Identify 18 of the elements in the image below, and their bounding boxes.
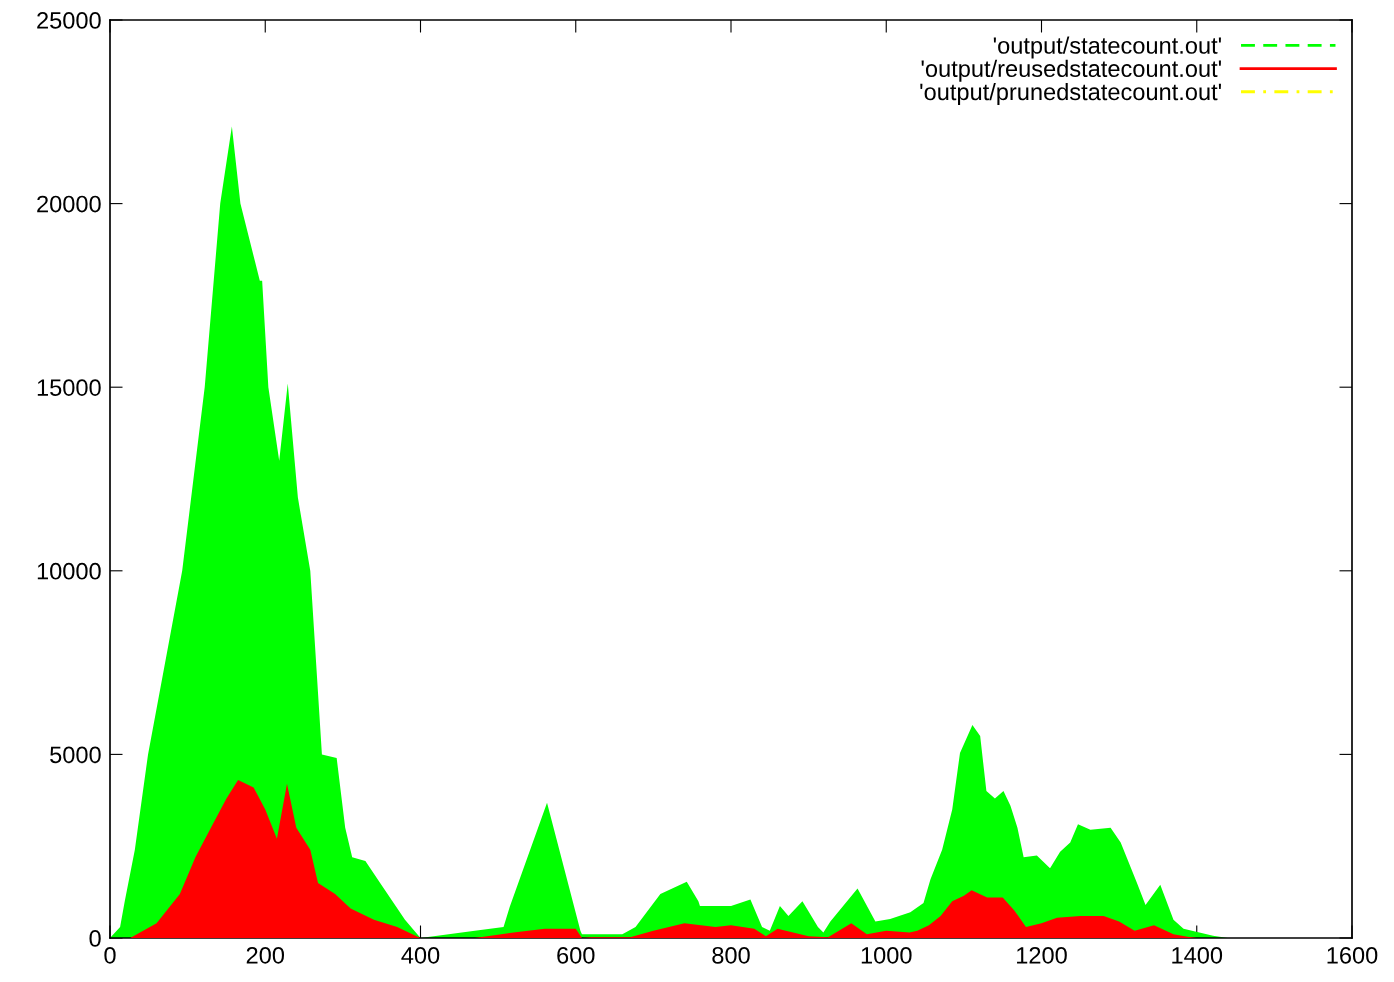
x-tick-label: 200 — [246, 946, 285, 964]
legend-label: 'output/reusedstatecount.out' — [921, 59, 1221, 82]
x-tick-label: 800 — [712, 946, 750, 964]
x-tick-label: 0 — [104, 946, 116, 964]
x-tick-label: 1400 — [1172, 946, 1223, 964]
x-tick-label: 1200 — [1017, 946, 1067, 964]
y-tick-label: 10000 — [37, 562, 101, 580]
x-tick-label: 1600 — [1327, 946, 1378, 964]
legend-label: 'output/prunedstatecount.out' — [920, 82, 1221, 105]
y-tick-label: 20000 — [37, 195, 101, 213]
x-tick-label: 400 — [401, 946, 440, 964]
x-tick-label: 600 — [557, 946, 595, 964]
y-tick-label: 25000 — [37, 12, 101, 29]
x-tick-label: 1000 — [861, 946, 912, 964]
legend-label: 'output/statecount.out' — [993, 36, 1221, 59]
y-tick-label: 0 — [89, 930, 101, 947]
y-tick-label: 5000 — [50, 746, 101, 764]
y-tick-label: 15000 — [37, 379, 101, 396]
